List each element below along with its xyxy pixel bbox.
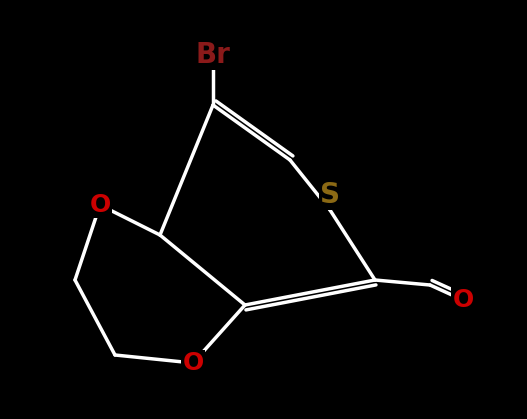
Text: O: O: [452, 288, 474, 312]
Text: S: S: [320, 181, 340, 209]
Text: Br: Br: [196, 41, 230, 69]
Text: O: O: [90, 193, 111, 217]
Text: O: O: [182, 351, 203, 375]
